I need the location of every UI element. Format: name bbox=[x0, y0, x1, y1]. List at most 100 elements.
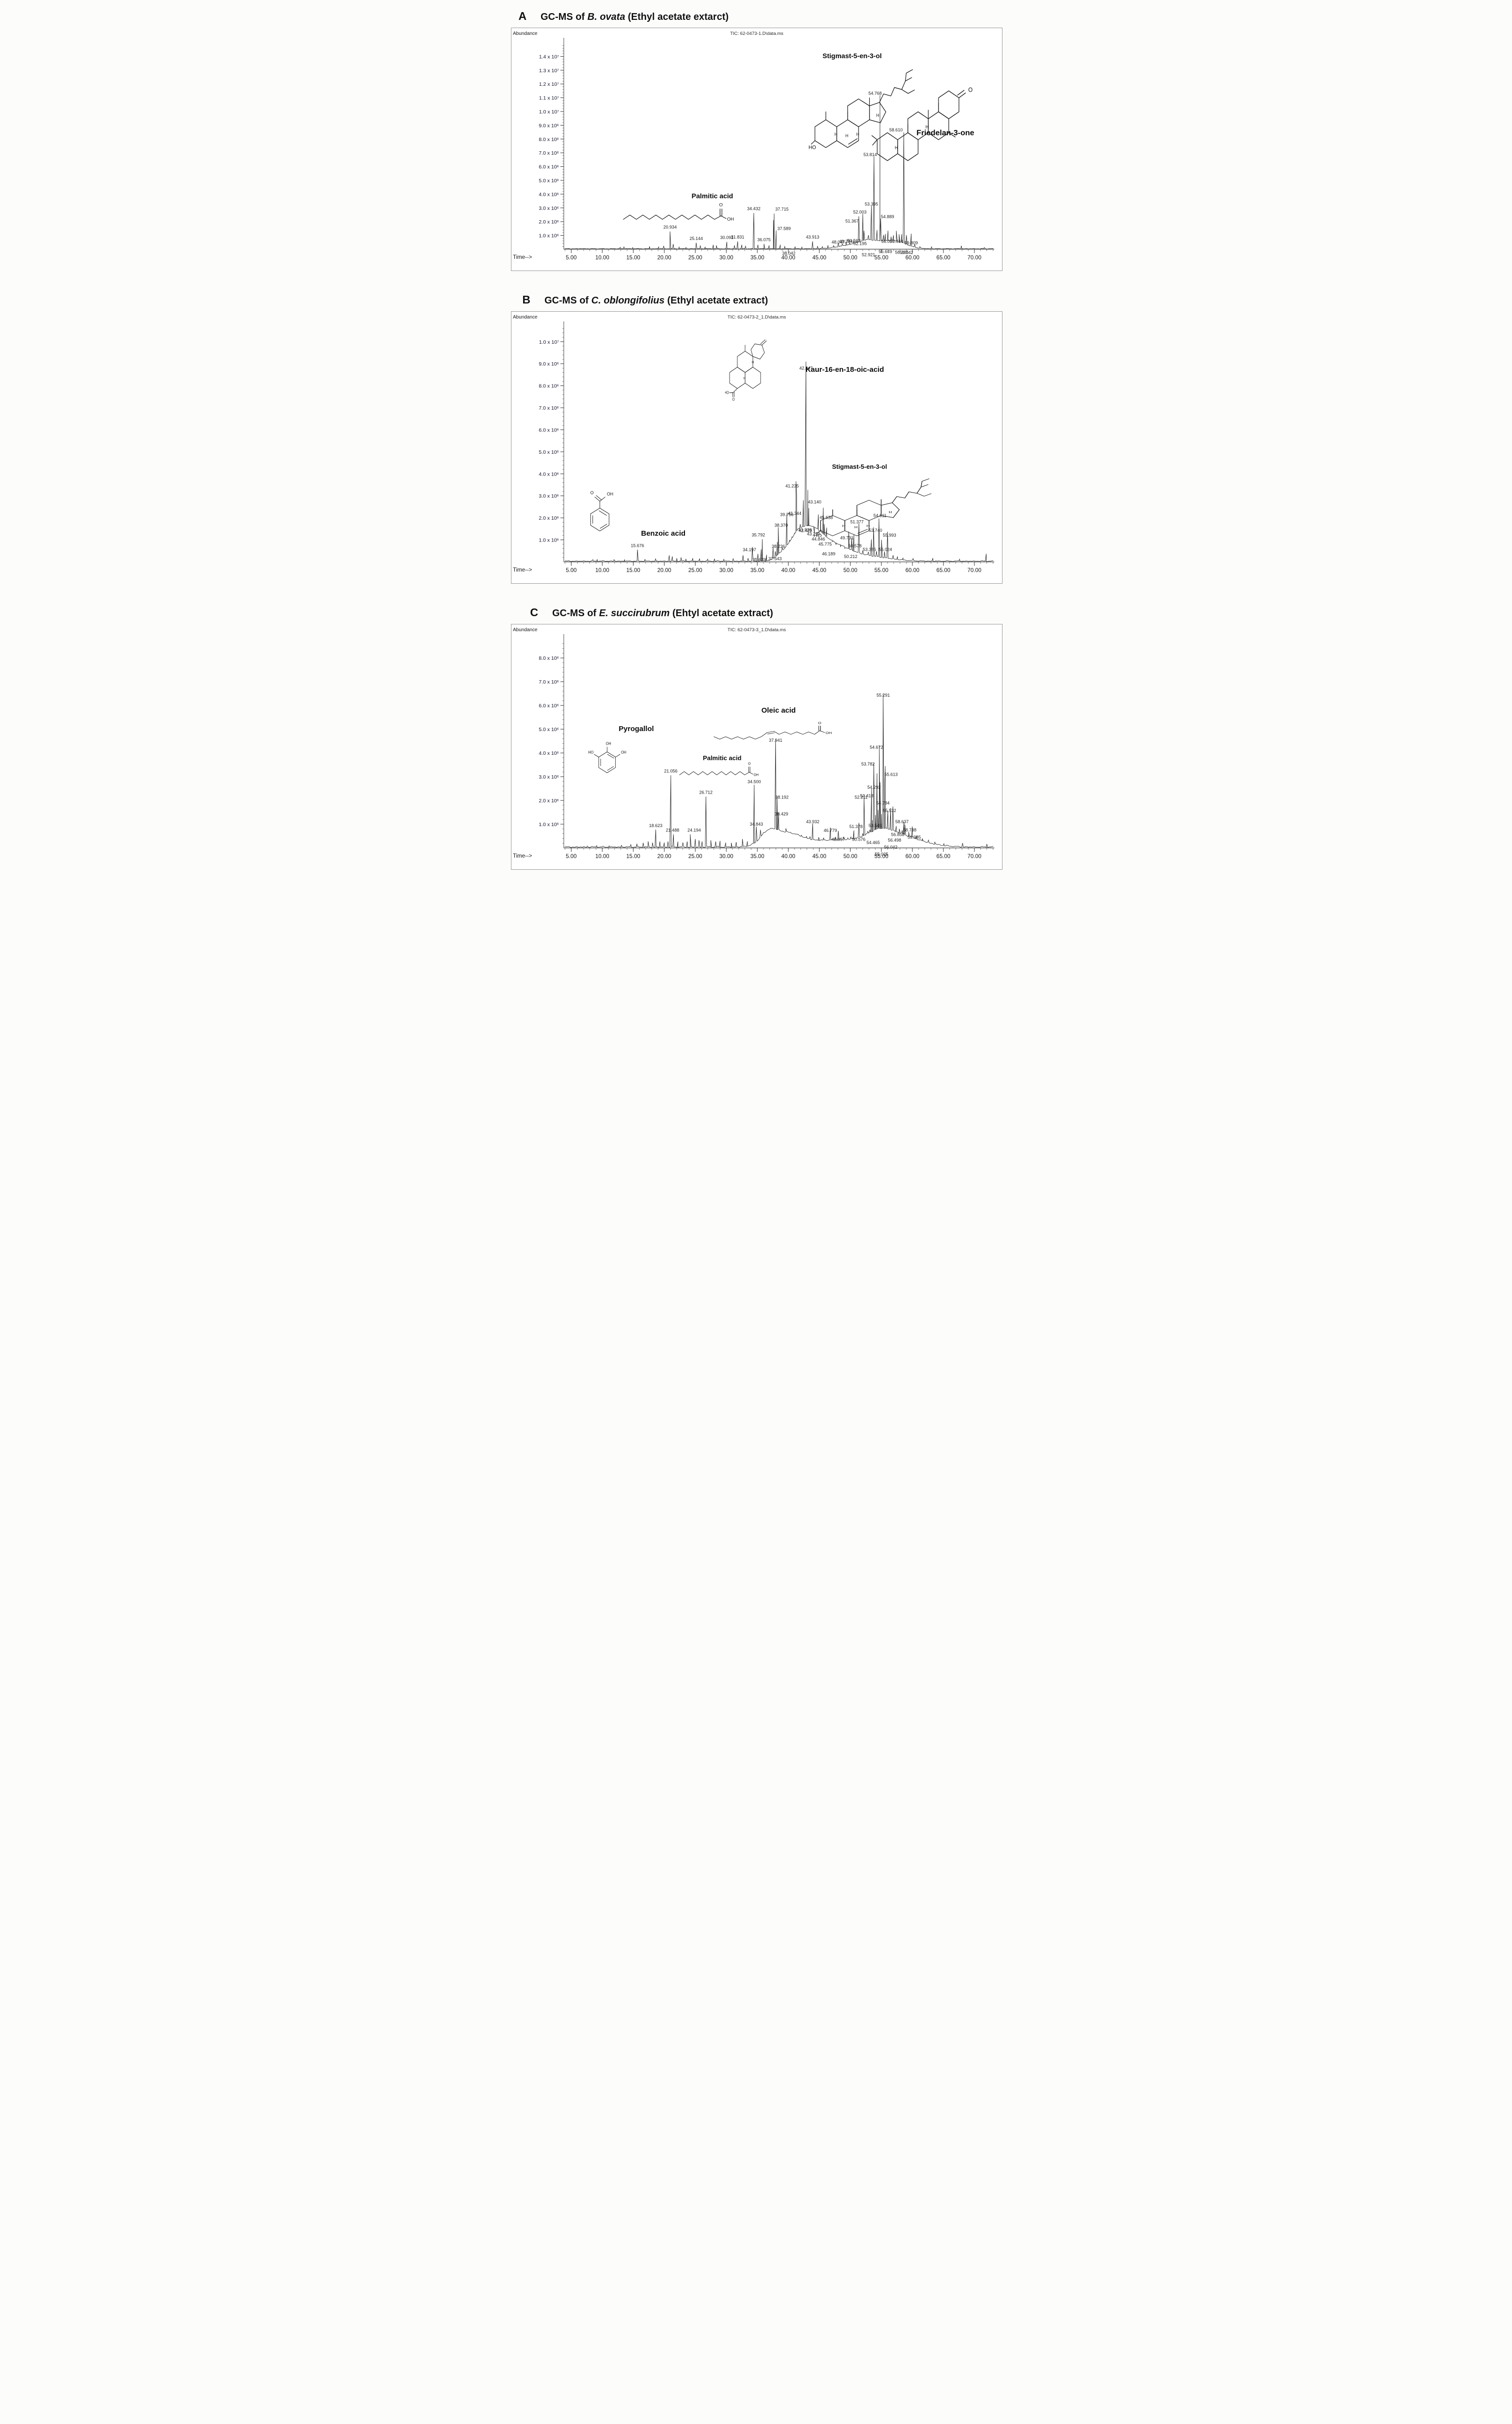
peak-label: 52.921 bbox=[861, 253, 875, 257]
peak-label: 58.788 bbox=[903, 828, 916, 832]
peak-label: 34.500 bbox=[748, 780, 761, 784]
x-tick-label: 35.00 bbox=[750, 255, 764, 261]
species-name: E. succirubrum bbox=[599, 608, 670, 619]
peak-label: 34.432 bbox=[747, 207, 761, 211]
peak-label: 56.858 bbox=[891, 832, 905, 837]
x-tick-label: 55.00 bbox=[874, 255, 888, 261]
y-tick-label: 3.0 x 10⁶ bbox=[539, 494, 559, 499]
panel-c-title-text: GC-MS of E. succirubrum (Ehtyl acetate e… bbox=[552, 608, 773, 619]
peak-label: 51.377 bbox=[850, 519, 864, 524]
panel-c-chromatogram-plot: Abundance TIC: 62-0473-3_1.D\data.ms Time-… bbox=[510, 624, 1003, 870]
x-tick-label: 30.00 bbox=[719, 568, 733, 574]
peak-label: 43.913 bbox=[806, 235, 819, 239]
peak-label: 50.576 bbox=[852, 837, 865, 842]
x-tick-label: 70.00 bbox=[967, 255, 981, 261]
peak-label: 25.144 bbox=[689, 236, 703, 241]
y-tick-label: 2.0 x 10⁶ bbox=[539, 219, 559, 225]
panel-c: C GC-MS of E. succirubrum (Ehtyl acetate… bbox=[504, 606, 1008, 870]
x-tick-label: 35.00 bbox=[750, 568, 764, 574]
peak-label: 55.993 bbox=[883, 533, 896, 538]
y-tick-label: 3.0 x 10⁶ bbox=[539, 774, 559, 780]
peak-label: 48.047 bbox=[831, 239, 845, 244]
peak-label: 37.589 bbox=[777, 226, 791, 231]
y-tick-label: 4.0 x 10⁶ bbox=[539, 750, 559, 756]
peak-label: 55.025 bbox=[875, 852, 888, 857]
x-tick-label: 35.00 bbox=[750, 854, 764, 860]
peak-label: 54.784 bbox=[876, 801, 890, 806]
title-prefix: GC-MS of bbox=[544, 295, 591, 306]
panel-b-chromatogram-plot: Abundance TIC: 62-0473-2_1.D\data.ms Time-… bbox=[510, 311, 1003, 584]
peak-label: 52.003 bbox=[853, 209, 867, 214]
peak-label: 43.299 bbox=[807, 531, 820, 536]
peak-label: 57.414 bbox=[890, 239, 903, 244]
peak-label: 50.212 bbox=[844, 554, 858, 559]
peak-label: 56.498 bbox=[888, 838, 901, 843]
x-tick-label: 45.00 bbox=[812, 255, 826, 261]
peak-label: 54.672 bbox=[870, 745, 883, 750]
peak-label: 59.985 bbox=[907, 835, 921, 840]
x-tick-label: 70.00 bbox=[967, 854, 981, 860]
y-tick-label: 1.1 x 10⁷ bbox=[539, 96, 558, 101]
tic-label: TIC: 62-0473-1.D\data.ms bbox=[730, 31, 783, 36]
panel-a-title-text: GC-MS of B. ovata (Ethyl acetate extarct… bbox=[541, 12, 729, 23]
panel-c-title: C GC-MS of E. succirubrum (Ehtyl acetate… bbox=[504, 606, 1008, 619]
peak-label: 58.285 bbox=[895, 250, 908, 255]
abundance-label: Abundance bbox=[513, 31, 538, 36]
x-tick-label: 15.00 bbox=[626, 568, 640, 574]
x-tick-label: 25.00 bbox=[688, 255, 702, 261]
peak-label: 53.395 bbox=[864, 202, 878, 207]
peak-label: 37.941 bbox=[769, 738, 782, 743]
peak-label: 35.629 bbox=[752, 558, 766, 562]
x-tick-label: 70.00 bbox=[967, 568, 981, 574]
title-prefix: GC-MS of bbox=[552, 608, 599, 619]
peak-label: 51.367 bbox=[845, 219, 859, 223]
x-tick-label: 5.00 bbox=[566, 255, 576, 261]
peak-label: 38.236 bbox=[771, 544, 785, 549]
peak-label: 54.292 bbox=[867, 785, 881, 790]
abundance-label: Abundance bbox=[513, 627, 538, 633]
peak-label: 37.715 bbox=[775, 207, 789, 212]
x-tick-label: 15.00 bbox=[626, 854, 640, 860]
x-tick-label: 20.00 bbox=[657, 568, 671, 574]
x-tick-label: 40.00 bbox=[781, 568, 795, 574]
peak-label: 30.091 bbox=[720, 235, 733, 240]
x-tick-label: 65.00 bbox=[936, 854, 950, 860]
peak-label: 55.613 bbox=[884, 772, 898, 777]
peak-label: 49.731 bbox=[840, 535, 853, 540]
tic-trace bbox=[564, 693, 993, 848]
peak-label: 45.775 bbox=[818, 542, 832, 547]
y-tick-label: 8.0 x 10⁶ bbox=[539, 383, 559, 389]
x-tick-label: 50.00 bbox=[843, 854, 857, 860]
y-tick-label: 5.0 x 10⁶ bbox=[539, 727, 559, 733]
peak-label: 18.623 bbox=[649, 823, 662, 828]
x-tick-label: 20.00 bbox=[657, 854, 671, 860]
x-tick-label: 10.00 bbox=[595, 255, 609, 261]
peak-label: 46.779 bbox=[824, 828, 837, 833]
x-tick-label: 65.00 bbox=[936, 255, 950, 261]
panel-c-letter: C bbox=[530, 606, 539, 619]
y-tick-label: 9.0 x 10⁶ bbox=[539, 123, 559, 128]
y-tick-label: 5.0 x 10⁶ bbox=[539, 449, 559, 455]
y-tick-label: 1.0 x 10⁷ bbox=[539, 339, 558, 345]
peak-label: 55.291 bbox=[876, 693, 890, 698]
peak-label: 54.768 bbox=[868, 91, 882, 96]
peak-label: 59.809 bbox=[904, 240, 918, 245]
peak-label: 53.549 bbox=[868, 823, 882, 828]
peak-label: 38.370 bbox=[774, 523, 788, 528]
y-tick-label: 9.0 x 10⁶ bbox=[539, 361, 559, 367]
y-tick-label: 5.0 x 10⁶ bbox=[539, 178, 559, 184]
peak-label: 55.024 bbox=[878, 547, 892, 552]
peak-label: 55.649 bbox=[878, 249, 892, 254]
y-tick-label: 6.0 x 10⁶ bbox=[539, 703, 559, 709]
abundance-label: Abundance bbox=[513, 315, 538, 320]
y-tick-label: 1.0 x 10⁶ bbox=[539, 538, 559, 543]
peak-label: 50.578 bbox=[848, 543, 861, 548]
y-tick-label: 4.0 x 10⁶ bbox=[539, 471, 559, 477]
y-tick-label: 7.0 x 10⁶ bbox=[539, 679, 559, 685]
peak-label: 52.195 bbox=[853, 241, 867, 246]
peak-label: 38.042 bbox=[782, 251, 796, 256]
panel-a-letter: A bbox=[518, 10, 527, 22]
peak-label: 41.235 bbox=[785, 483, 799, 488]
x-tick-label: 50.00 bbox=[843, 568, 857, 574]
x-tick-label: 5.00 bbox=[566, 568, 576, 574]
